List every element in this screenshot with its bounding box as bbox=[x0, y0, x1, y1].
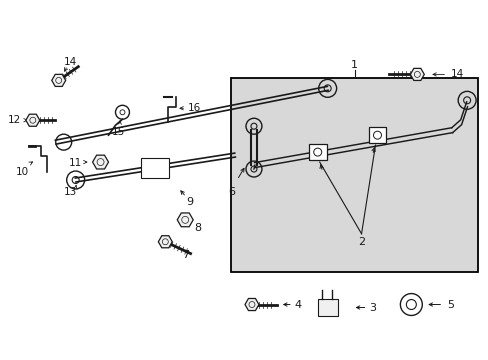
Text: 6: 6 bbox=[227, 187, 235, 197]
Text: 13: 13 bbox=[64, 187, 77, 197]
Text: 4: 4 bbox=[294, 300, 301, 310]
Bar bbox=[317, 298, 337, 316]
Bar bbox=[368, 127, 386, 143]
Bar bbox=[230, 78, 477, 272]
Text: 11: 11 bbox=[69, 158, 82, 168]
Text: 9: 9 bbox=[186, 197, 193, 207]
Text: 5: 5 bbox=[447, 300, 453, 310]
Text: 15: 15 bbox=[112, 127, 125, 137]
Text: 14: 14 bbox=[450, 69, 464, 80]
Text: 2: 2 bbox=[357, 237, 365, 247]
Text: 8: 8 bbox=[194, 223, 202, 233]
Text: 3: 3 bbox=[369, 302, 376, 312]
Text: 12: 12 bbox=[8, 115, 21, 125]
Bar bbox=[141, 158, 169, 178]
Text: 10: 10 bbox=[16, 167, 29, 177]
Text: 14: 14 bbox=[64, 58, 77, 67]
Text: 1: 1 bbox=[350, 60, 357, 71]
Bar bbox=[308, 144, 326, 160]
Text: 7: 7 bbox=[182, 250, 188, 260]
Text: 16: 16 bbox=[188, 103, 201, 113]
